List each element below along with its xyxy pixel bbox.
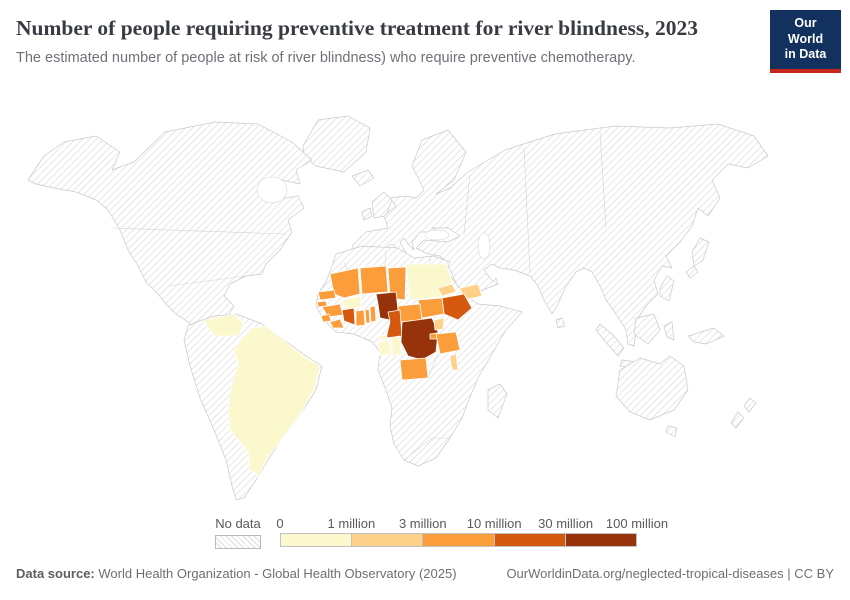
legend-tick-1: 1 million — [327, 516, 376, 531]
legend-swatch-1[interactable] — [351, 534, 423, 546]
country-border-2 — [463, 173, 471, 235]
legend-swatch-4[interactable] — [564, 534, 637, 546]
legend-no-data[interactable]: No data — [215, 516, 261, 549]
legend-no-data-swatch[interactable] — [215, 535, 261, 549]
legend-tick-5: 100 million — [605, 516, 669, 531]
data-source: Data source: World Health Organization -… — [16, 566, 457, 581]
country-liberia[interactable]: Liberia — [329, 318, 345, 329]
landmass-ireland — [361, 207, 373, 221]
data-source-label: Data source: — [16, 566, 95, 581]
chart-footer: Data source: World Health Organization -… — [16, 566, 834, 581]
country-malawi[interactable]: Malawi — [449, 353, 459, 371]
country-senegal[interactable]: Senegal — [317, 289, 337, 301]
landmass-iceland — [351, 169, 375, 187]
country-border-3 — [523, 147, 531, 273]
country-congo[interactable]: Congo — [390, 335, 403, 357]
chart-header: Number of people requiring preventive tr… — [16, 12, 834, 66]
landmass-philippines — [659, 275, 675, 302]
country-gabon[interactable]: Gabon — [377, 339, 392, 357]
legend-swatch-2[interactable] — [422, 534, 494, 546]
legend-color-bar: 0 1 million 3 million 10 million 30 mill… — [276, 516, 668, 547]
landmass-greenland — [302, 115, 371, 173]
country-venezuela[interactable]: Venezuela — [203, 313, 245, 337]
landmass-new-zealand-south — [730, 411, 745, 429]
landmass-sumatra — [595, 323, 625, 357]
country-benin[interactable]: Benin — [369, 305, 377, 323]
legend-tick-4: 30 million — [538, 516, 594, 531]
legend-tick-3: 10 million — [466, 516, 522, 531]
country-border-9 — [403, 437, 450, 461]
country-equatorial-guinea[interactable]: Equatorial Guinea — [379, 334, 388, 341]
landmass-new-guinea — [687, 327, 725, 345]
country-ghana[interactable]: Ghana — [355, 309, 366, 327]
legend-swatches — [280, 533, 637, 547]
attribution-link[interactable]: OurWorldinData.org/neglected-tropical-di… — [506, 566, 834, 581]
country-chad[interactable]: Chad — [387, 266, 407, 301]
country-democratic-republic-of-congo[interactable]: Democratic Republic of Congo — [400, 317, 439, 361]
landmass-madagascar — [487, 383, 508, 419]
country-sierra-leone[interactable]: Sierra Leone — [320, 313, 332, 323]
legend-swatch-0[interactable] — [281, 534, 352, 546]
country-border-0 — [111, 227, 287, 235]
logo-line1: Our World — [787, 16, 824, 46]
landmass-japan-north — [691, 237, 710, 267]
country-burkina-faso[interactable]: Burkina Faso — [341, 295, 363, 310]
country-togo[interactable]: Togo — [364, 308, 371, 324]
sea-black-sea — [424, 229, 450, 241]
page-title: Number of people requiring preventive tr… — [16, 16, 698, 40]
country-border-1 — [167, 275, 247, 287]
legend-swatch-3[interactable] — [493, 534, 565, 546]
landmass-new-zealand-north — [743, 397, 757, 413]
map-legend: No data 0 1 million 3 million 10 million… — [0, 516, 850, 552]
country-niger[interactable]: Niger — [359, 265, 389, 295]
legend-tick-2: 3 million — [398, 516, 447, 531]
country-border-4 — [599, 131, 607, 229]
landmass-united-kingdom — [371, 191, 393, 219]
country-central-african-republic[interactable]: Central African Republic — [397, 303, 423, 323]
country-uganda[interactable]: Uganda — [433, 317, 445, 331]
sea-caspian-sea — [477, 232, 491, 260]
landmass-japan-south — [685, 265, 699, 279]
landmass-australia — [615, 355, 689, 421]
owid-logo[interactable]: Our World in Data — [770, 10, 841, 73]
landmass-sri-lanka — [555, 317, 566, 329]
legend-tick-labels: 0 1 million 3 million 10 million 30 mill… — [276, 516, 668, 533]
country-tanzania[interactable]: Tanzania — [435, 331, 461, 355]
logo-line2: in Data — [784, 47, 827, 62]
country-angola[interactable]: Angola — [399, 357, 429, 381]
sea-hudson-bay — [256, 176, 288, 204]
landmass-tasmania — [665, 425, 678, 438]
data-source-text: World Health Organization - Global Healt… — [98, 566, 457, 581]
legend-tick-0: 0 — [276, 516, 284, 531]
country-eritrea[interactable]: Eritrea — [437, 283, 457, 297]
landmass-borneo — [633, 313, 661, 345]
legend-no-data-label: No data — [215, 516, 261, 531]
chart-subtitle: The estimated number of people at risk o… — [16, 50, 636, 67]
landmass-sulawesi — [663, 321, 675, 341]
country-brazil[interactable]: Brazil — [227, 325, 321, 477]
country-south-sudan[interactable]: South Sudan — [417, 297, 445, 319]
world-map[interactable]: VenezuelaBrazilMaliNigerChadSudanEritrea… — [0, 108, 850, 508]
